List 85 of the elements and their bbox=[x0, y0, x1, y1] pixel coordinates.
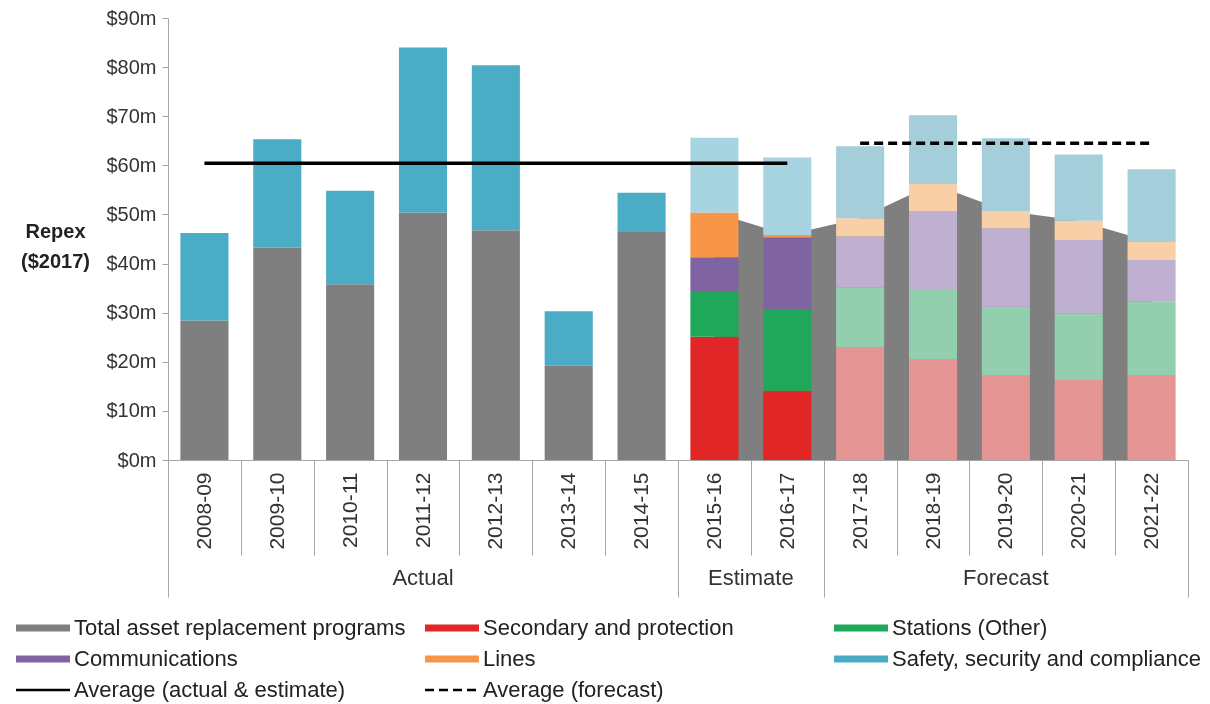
x-tick-label: 2019-20 bbox=[993, 472, 1017, 550]
bar bbox=[908, 359, 958, 460]
legend-label: Total asset replacement programs bbox=[74, 615, 406, 640]
bar bbox=[471, 230, 520, 460]
x-tick-label: 2018-19 bbox=[920, 472, 944, 550]
legend-label: Stations (Other) bbox=[892, 615, 1048, 640]
legend-label: Average (forecast) bbox=[483, 677, 664, 702]
y-tick-label: $60m bbox=[106, 153, 157, 176]
bar bbox=[836, 347, 885, 460]
bar bbox=[253, 247, 302, 460]
bar bbox=[836, 287, 885, 348]
bar bbox=[544, 311, 593, 366]
bar bbox=[1127, 260, 1176, 302]
bar bbox=[690, 137, 739, 213]
bar bbox=[253, 139, 302, 248]
y-tick-label: $40m bbox=[106, 252, 157, 275]
legend-label: Secondary and protection bbox=[483, 615, 734, 640]
bar bbox=[1127, 169, 1176, 242]
y-tick-label: $80m bbox=[106, 55, 157, 78]
y-tick-label: $70m bbox=[106, 104, 157, 127]
bar bbox=[981, 211, 1030, 229]
x-tick-label: 2008-09 bbox=[191, 472, 215, 550]
bar bbox=[763, 309, 812, 391]
x-tick-label: 2013-14 bbox=[556, 472, 580, 550]
x-tick-label: 2020-21 bbox=[1066, 472, 1090, 550]
bar bbox=[1127, 241, 1176, 261]
bar bbox=[836, 146, 885, 219]
bar bbox=[326, 190, 375, 285]
y-tick-label: $10m bbox=[106, 399, 157, 422]
bar bbox=[1127, 301, 1176, 376]
text: Forecast bbox=[963, 565, 1049, 590]
bar bbox=[617, 192, 666, 233]
bar bbox=[398, 212, 448, 460]
y-tick-label: $30m bbox=[106, 301, 157, 324]
x-tick-label: 2010-11 bbox=[337, 472, 361, 549]
y-tick-label: $50m bbox=[106, 202, 157, 225]
bar bbox=[690, 257, 739, 292]
bar bbox=[908, 289, 958, 360]
bar bbox=[981, 375, 1030, 460]
bar bbox=[836, 236, 885, 288]
text: Actual bbox=[392, 565, 454, 590]
bar bbox=[1054, 239, 1103, 314]
bar bbox=[763, 235, 812, 238]
bar bbox=[908, 184, 958, 212]
bar bbox=[1054, 313, 1103, 380]
legend-label: Communications bbox=[74, 646, 238, 671]
bar bbox=[763, 157, 812, 236]
bar bbox=[981, 228, 1030, 307]
bar bbox=[326, 284, 375, 460]
legend-label: Lines bbox=[483, 646, 536, 671]
bar bbox=[981, 138, 1030, 212]
x-tick-label: 2011-12 bbox=[410, 472, 434, 549]
x-tick-label: 2012-13 bbox=[483, 472, 507, 550]
bar bbox=[544, 365, 593, 460]
bar bbox=[1054, 379, 1103, 460]
bar bbox=[690, 336, 739, 460]
bar bbox=[908, 211, 958, 290]
x-tick-label: 2009-10 bbox=[264, 472, 288, 550]
y-tick-label: $90m bbox=[106, 6, 157, 29]
bar bbox=[690, 291, 739, 337]
bar bbox=[471, 65, 520, 231]
x-tick-label: 2014-15 bbox=[629, 472, 653, 550]
bar bbox=[617, 232, 666, 460]
bar bbox=[1054, 154, 1103, 221]
legend-label: Average (actual & estimate) bbox=[74, 677, 346, 702]
bar bbox=[836, 218, 885, 237]
x-tick-label: 2021-22 bbox=[1139, 472, 1163, 550]
bar bbox=[1054, 220, 1103, 240]
x-tick-label: 2017-18 bbox=[847, 472, 871, 550]
bar bbox=[1127, 375, 1176, 460]
bar bbox=[981, 306, 1030, 376]
legend-label: Safety, security and compliance bbox=[892, 646, 1201, 671]
x-tick-label: 2016-17 bbox=[774, 472, 798, 550]
bar bbox=[180, 320, 229, 460]
bar bbox=[763, 390, 812, 460]
bar bbox=[180, 233, 229, 321]
y-tick-label: $0m bbox=[117, 448, 157, 471]
bar bbox=[690, 212, 739, 258]
bar bbox=[398, 47, 448, 213]
text: Estimate bbox=[708, 565, 794, 590]
bar bbox=[908, 115, 958, 184]
x-tick-label: 2015-16 bbox=[701, 472, 725, 550]
y-tick-label: $20m bbox=[106, 350, 157, 373]
y-axis-title: Repex ($2017) bbox=[21, 219, 90, 272]
bar bbox=[763, 237, 812, 310]
